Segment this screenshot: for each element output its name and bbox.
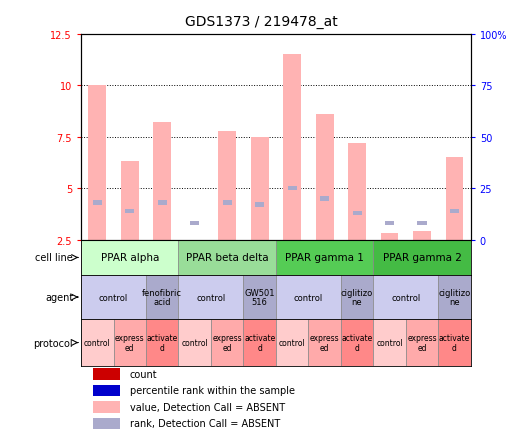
Text: count: count <box>130 369 157 379</box>
Text: express
ed: express ed <box>212 333 242 352</box>
Bar <box>81 240 178 276</box>
Text: PPAR alpha: PPAR alpha <box>100 253 159 263</box>
Text: GW501
516: GW501 516 <box>244 288 275 307</box>
Bar <box>276 319 309 366</box>
Bar <box>316 115 334 240</box>
Bar <box>438 319 471 366</box>
Text: PPAR beta delta: PPAR beta delta <box>186 253 268 263</box>
Bar <box>381 234 399 240</box>
Bar <box>276 240 373 276</box>
Text: PPAR gamma 2: PPAR gamma 2 <box>382 253 461 263</box>
Bar <box>93 385 120 396</box>
Bar <box>243 319 276 366</box>
Text: PPAR gamma 1: PPAR gamma 1 <box>285 253 364 263</box>
Bar <box>218 131 236 240</box>
Bar <box>373 276 438 319</box>
Bar <box>276 276 341 319</box>
Text: activate
d: activate d <box>439 333 470 352</box>
Bar <box>251 138 269 240</box>
Bar <box>153 123 171 240</box>
Bar <box>81 319 113 366</box>
Text: control: control <box>376 338 403 347</box>
Text: express
ed: express ed <box>407 333 437 352</box>
Bar <box>190 221 199 226</box>
Text: activate
d: activate d <box>342 333 373 352</box>
Bar <box>283 55 301 240</box>
Bar <box>373 240 471 276</box>
Text: express
ed: express ed <box>115 333 144 352</box>
Text: control: control <box>99 293 128 302</box>
Bar <box>178 319 211 366</box>
Text: percentile rank within the sample: percentile rank within the sample <box>130 385 295 395</box>
Text: value, Detection Call = ABSENT: value, Detection Call = ABSENT <box>130 402 285 412</box>
Bar <box>406 319 438 366</box>
Bar <box>348 144 366 240</box>
Text: fenofibric
acid: fenofibric acid <box>142 288 182 307</box>
Bar <box>121 162 139 240</box>
Bar <box>413 232 431 240</box>
Text: control: control <box>181 338 208 347</box>
Text: control: control <box>279 338 305 347</box>
Bar <box>211 319 243 366</box>
Bar <box>93 201 102 205</box>
Text: cell line: cell line <box>36 253 73 263</box>
Bar <box>341 276 373 319</box>
Bar <box>320 197 329 201</box>
Text: control: control <box>294 293 323 302</box>
Bar <box>178 240 276 276</box>
Text: rank, Detection Call = ABSENT: rank, Detection Call = ABSENT <box>130 418 280 428</box>
Text: GDS1373 / 219478_at: GDS1373 / 219478_at <box>185 15 338 29</box>
Bar <box>93 418 120 429</box>
Text: activate
d: activate d <box>244 333 275 352</box>
Text: ciglitizo
ne: ciglitizo ne <box>438 288 471 307</box>
Bar <box>113 319 146 366</box>
Bar <box>81 276 146 319</box>
Bar <box>385 221 394 226</box>
Text: control: control <box>196 293 225 302</box>
Bar <box>255 203 264 207</box>
Text: agent: agent <box>45 293 73 302</box>
Text: ciglitizo
ne: ciglitizo ne <box>341 288 373 307</box>
Bar <box>93 368 120 380</box>
Text: control: control <box>84 338 111 347</box>
Text: activate
d: activate d <box>146 333 178 352</box>
Bar <box>288 187 297 191</box>
Bar <box>146 276 178 319</box>
Bar <box>373 319 406 366</box>
Bar <box>178 276 243 319</box>
Bar <box>446 158 463 240</box>
Bar <box>88 86 106 240</box>
Bar <box>309 319 341 366</box>
Bar <box>341 319 373 366</box>
Bar <box>93 401 120 413</box>
Bar <box>417 221 427 226</box>
Bar <box>223 201 232 205</box>
Bar <box>243 276 276 319</box>
Bar <box>450 209 459 214</box>
Text: express
ed: express ed <box>310 333 339 352</box>
Bar <box>438 276 471 319</box>
Bar <box>125 209 134 214</box>
Bar <box>158 201 167 205</box>
Text: protocol: protocol <box>33 338 73 348</box>
Text: control: control <box>391 293 420 302</box>
Bar <box>353 211 361 216</box>
Bar <box>146 319 178 366</box>
